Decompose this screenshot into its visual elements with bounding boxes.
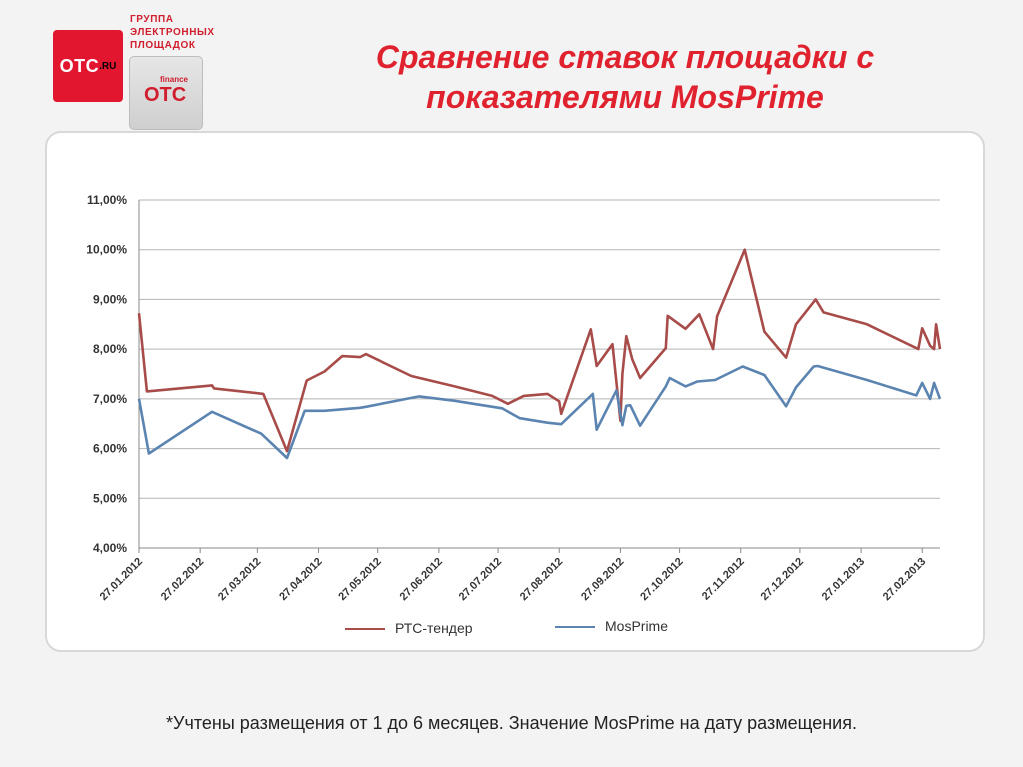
y-tick-label: 5,00% <box>93 491 127 505</box>
y-tick-label: 6,00% <box>93 442 127 456</box>
y-tick-label: 4,00% <box>93 541 127 555</box>
x-tick-label: 27.10.2012 <box>638 556 685 603</box>
x-tick-label: 27.06.2012 <box>398 556 445 603</box>
x-tick-label: 27.02.2013 <box>881 556 928 603</box>
x-tick-label: 27.02.2012 <box>159 556 206 603</box>
page-title: Сравнение ставок площадки с показателями… <box>375 39 875 115</box>
finance-otc-logo: finance OTC <box>129 56 203 130</box>
y-tick-label: 10,00% <box>86 243 127 257</box>
y-tick-label: 9,00% <box>93 292 127 306</box>
x-tick-label: 27.01.2012 <box>98 556 145 603</box>
x-tick-label: 27.07.2012 <box>457 556 504 603</box>
group-label: ГРУППА ЭЛЕКТРОННЫХ ПЛОЩАДОК <box>130 13 215 52</box>
x-tick-label: 27.03.2012 <box>216 556 263 603</box>
x-tick-label: 27.04.2012 <box>277 556 324 603</box>
series-line-mosprime <box>137 364 942 460</box>
group-label-line-2: ЭЛЕКТРОННЫХ <box>130 27 215 38</box>
series-line-rts-tender <box>137 248 942 453</box>
x-tick-label: 27.09.2012 <box>579 556 626 603</box>
x-tick-label: 27.12.2012 <box>759 556 806 603</box>
rates-line-chart: 4,00% 5,00% 6,00% 7,00% 8,00% 9,00% 10,00% 11,0… <box>86 193 942 636</box>
chart-panel: 4,00% 5,00% 6,00% 7,00% 8,00% 9,00% 10,00% 11,0… <box>45 131 985 652</box>
x-tick-label: 27.11.2012 <box>700 556 747 603</box>
y-tick-label: 7,00% <box>93 392 127 406</box>
y-tick-label: 8,00% <box>93 342 127 356</box>
group-label-line-3: ПЛОЩАДОК <box>130 40 196 51</box>
y-tick-label: 11,00% <box>87 193 127 207</box>
otc-ru-logo: OTC .RU <box>53 30 123 102</box>
legend-label: РТС-тендер <box>395 620 473 636</box>
legend-label: MosPrime <box>605 618 668 634</box>
x-tick-label: 27.01.2013 <box>820 556 867 603</box>
otc-logo-suffix: .RU <box>99 60 117 72</box>
finance-otc-text: OTC <box>144 84 187 106</box>
group-label-line-1: ГРУППА <box>130 14 174 25</box>
footnote: *Учтены размещения от 1 до 6 месяцев. Зн… <box>166 713 857 733</box>
x-tick-label: 27.08.2012 <box>518 556 565 603</box>
finance-label: finance <box>159 75 188 84</box>
x-tick-label: 27.05.2012 <box>336 556 383 603</box>
otc-logo-text: OTC <box>59 55 100 76</box>
